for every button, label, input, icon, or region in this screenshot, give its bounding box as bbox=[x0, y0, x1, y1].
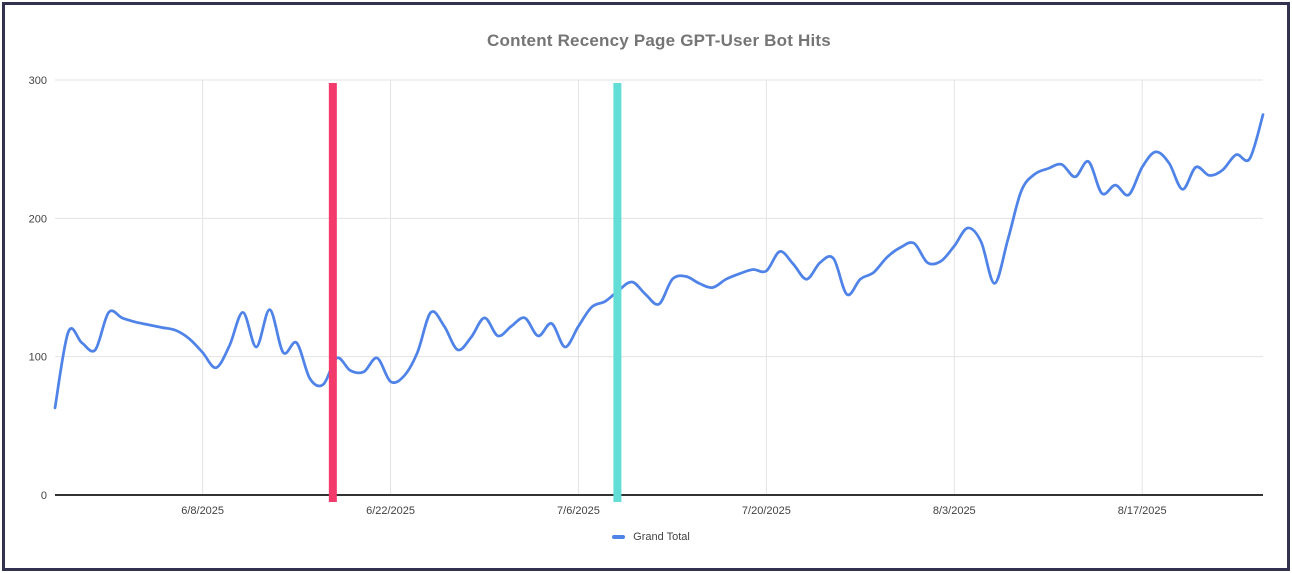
svg-text:100: 100 bbox=[29, 352, 47, 364]
line-chart-plot: 0 100 200 300 6/8/2025 6/22/2025 7/6/2025 7/20/… bbox=[29, 75, 1265, 517]
svg-text:6/8/2025: 6/8/2025 bbox=[181, 505, 224, 517]
legend-label-grand-total: Grand Total bbox=[633, 531, 690, 543]
chart-title: Content Recency Page GPT-User Bot Hits bbox=[487, 31, 831, 50]
svg-text:6/22/2025: 6/22/2025 bbox=[366, 505, 415, 517]
svg-text:8/3/2025: 8/3/2025 bbox=[933, 505, 976, 517]
legend-swatch-grand-total-icon bbox=[612, 535, 626, 539]
svg-text:8/17/2025: 8/17/2025 bbox=[1118, 505, 1167, 517]
svg-text:7/20/2025: 7/20/2025 bbox=[742, 505, 791, 517]
svg-text:200: 200 bbox=[29, 213, 47, 225]
svg-text:300: 300 bbox=[29, 75, 47, 87]
chart-legend: Grand Total bbox=[5, 531, 1292, 543]
svg-text:0: 0 bbox=[41, 490, 47, 502]
svg-text:7/6/2025: 7/6/2025 bbox=[557, 505, 600, 517]
